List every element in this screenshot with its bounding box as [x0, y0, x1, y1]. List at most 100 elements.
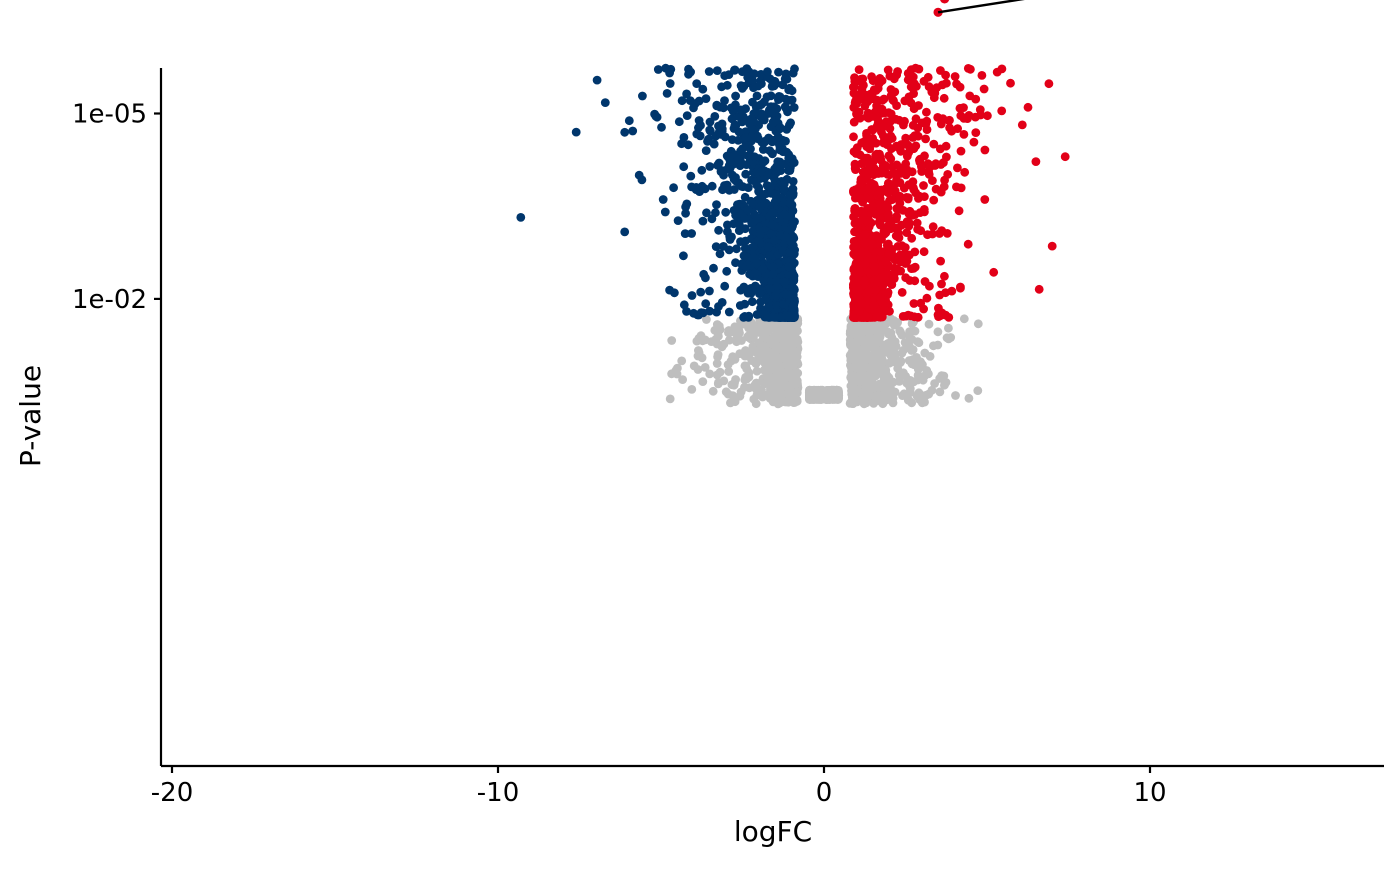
ns-point	[731, 323, 741, 332]
ns-point	[714, 331, 723, 341]
ns-point	[741, 361, 751, 371]
down-point	[739, 81, 749, 91]
up-point	[910, 262, 920, 272]
ns-point	[777, 353, 786, 363]
down-point	[757, 113, 767, 122]
up-point	[849, 132, 858, 142]
down-point	[695, 131, 705, 141]
down-point	[747, 297, 757, 307]
ns-point	[754, 338, 764, 348]
down-point	[786, 225, 795, 235]
up-point	[1006, 78, 1015, 88]
ns-point	[792, 395, 802, 405]
ns-point	[773, 363, 782, 373]
down-point	[775, 123, 785, 133]
ns-point	[964, 393, 974, 403]
ns-point	[910, 326, 920, 336]
down-point	[658, 195, 668, 204]
down-point	[786, 118, 795, 128]
down-point	[765, 284, 775, 293]
down-point	[620, 227, 630, 237]
up-point	[929, 195, 939, 205]
up-point	[936, 256, 945, 266]
down-point	[756, 229, 765, 239]
down-point	[768, 208, 777, 218]
ns-point	[789, 360, 798, 370]
ns-point	[973, 319, 983, 329]
down-point	[784, 166, 793, 176]
down-point	[679, 251, 688, 261]
up-point	[997, 106, 1007, 116]
ns-point	[866, 372, 876, 382]
down-point	[773, 157, 783, 167]
ns-point	[724, 328, 733, 338]
up-point	[928, 176, 937, 186]
up-point	[911, 141, 921, 151]
down-point	[779, 179, 789, 189]
ns-point	[849, 394, 858, 404]
down-point	[677, 96, 687, 106]
down-point	[768, 262, 778, 272]
ns-point	[807, 394, 817, 404]
ns-point	[905, 384, 915, 393]
down-point	[714, 225, 723, 235]
up-point	[950, 72, 960, 81]
down-point	[719, 103, 728, 113]
down-point	[699, 269, 709, 279]
ns-point	[914, 338, 924, 348]
ns-point	[924, 319, 934, 329]
ns-point	[870, 382, 879, 392]
down-point	[725, 156, 735, 166]
ns-point	[778, 329, 788, 339]
up-point	[1023, 102, 1033, 112]
down-point	[732, 244, 741, 254]
down-point	[758, 264, 768, 274]
down-point	[765, 251, 774, 261]
down-point	[778, 144, 787, 154]
down-point	[701, 299, 711, 309]
up-point	[863, 108, 873, 118]
up-point	[943, 170, 953, 179]
down-point	[768, 149, 777, 158]
ns-point	[946, 333, 956, 342]
ns-point	[751, 359, 761, 369]
down-point	[705, 286, 714, 296]
ns-point	[828, 389, 837, 399]
up-point	[912, 82, 921, 91]
down-point	[722, 180, 732, 190]
down-point	[789, 158, 799, 168]
down-point	[712, 307, 721, 317]
down-point	[763, 312, 773, 322]
down-point	[652, 112, 662, 122]
down-point	[746, 114, 756, 124]
ns-point	[742, 374, 751, 384]
down-point	[717, 298, 727, 307]
up-point	[942, 78, 951, 88]
ns-point	[751, 399, 761, 409]
down-point	[781, 136, 790, 146]
ns-point	[752, 391, 762, 400]
ns-point	[924, 369, 933, 379]
ns-point	[707, 337, 716, 346]
down-point	[774, 67, 783, 77]
ns-point	[944, 323, 953, 333]
down-point	[753, 134, 763, 143]
down-point	[721, 207, 731, 217]
up-point	[959, 103, 968, 112]
ns-point	[860, 339, 869, 348]
ns-point	[861, 385, 871, 394]
up-point	[953, 163, 962, 173]
down-point	[768, 108, 778, 118]
down-point	[743, 183, 753, 193]
ns-point	[914, 388, 924, 398]
up-point	[941, 288, 950, 298]
ns-point	[894, 377, 904, 386]
down-point	[741, 236, 750, 246]
down-point	[662, 89, 672, 98]
ns-point	[882, 318, 892, 328]
down-point	[758, 157, 768, 167]
down-point	[763, 242, 773, 252]
down-point	[727, 232, 736, 242]
down-point	[733, 200, 742, 210]
up-point	[854, 65, 864, 74]
